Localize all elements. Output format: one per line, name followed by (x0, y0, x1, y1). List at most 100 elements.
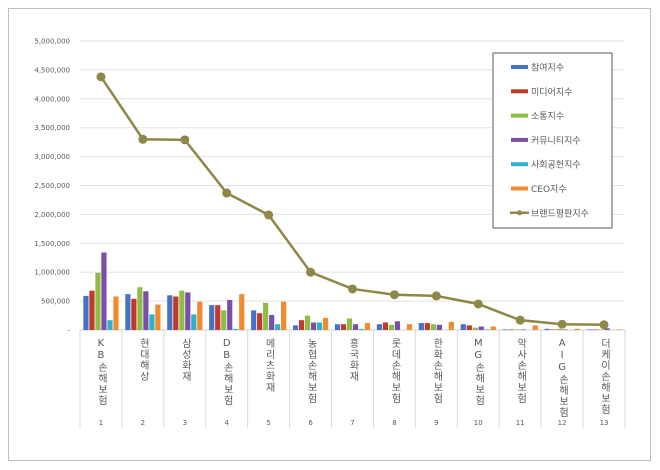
legend-swatch (511, 137, 528, 142)
legend-label: 참여지수 (531, 62, 564, 74)
legend-label: 브랜드평판지수 (531, 208, 589, 219)
bar-6 (406, 324, 413, 330)
bar-5 (233, 328, 239, 330)
bar-3 (179, 290, 185, 330)
bar-4 (604, 328, 610, 330)
bar-3 (514, 329, 520, 330)
bar-3 (346, 318, 353, 330)
legend-swatch (511, 113, 528, 118)
bar-5 (149, 314, 155, 330)
bar-5 (107, 320, 113, 330)
bar-4 (394, 321, 401, 330)
line-marker (306, 267, 316, 277)
rank-label: 7 (350, 419, 354, 427)
bar-1 (125, 294, 131, 330)
bar-2 (257, 313, 263, 330)
bar-4 (143, 291, 149, 330)
legend-swatch (511, 65, 528, 69)
line-marker (180, 135, 190, 145)
bar-5 (358, 328, 365, 330)
bar-1 (292, 325, 299, 330)
bar-3 (430, 324, 436, 330)
legend-label: 사회공헌지수 (531, 160, 581, 171)
y-tick-label: 3,000,000 (34, 153, 70, 161)
bar-6 (364, 323, 371, 330)
rank-label: 10 (474, 419, 483, 427)
bar-1 (502, 329, 508, 330)
bar-1 (251, 310, 257, 330)
bar-5 (316, 322, 323, 330)
rank-label: 2 (141, 419, 145, 427)
line-marker (96, 72, 106, 82)
bar-4 (352, 324, 359, 330)
bar-4 (269, 314, 275, 330)
bar-2 (424, 323, 430, 330)
bar-2 (508, 329, 514, 330)
y-tick-label: 2,500,000 (34, 182, 70, 190)
bar-3 (598, 329, 604, 330)
y-tick-label: 5,000,000 (34, 38, 70, 46)
bar-4 (478, 326, 484, 330)
bar-3 (304, 315, 311, 330)
bar-4 (310, 322, 317, 330)
bar-3 (472, 327, 478, 330)
category-label: 메리츠화재 (263, 338, 275, 393)
bar-2 (466, 325, 472, 330)
bar-4 (436, 324, 442, 330)
bar-1 (334, 324, 341, 330)
bar-1 (586, 329, 592, 330)
bar-1 (418, 323, 424, 330)
category-label: KB손해보험 (95, 338, 107, 406)
bar-4 (101, 252, 107, 330)
y-tick-label: 500,000 (41, 298, 70, 306)
line-marker (348, 284, 357, 294)
bar-1 (460, 324, 466, 330)
rank-label: 13 (600, 419, 609, 427)
rank-label: 4 (224, 419, 229, 427)
chart-frame (8, 8, 651, 461)
bar-3 (95, 272, 101, 330)
bar-6 (574, 328, 580, 330)
bar-6 (113, 296, 119, 330)
category-label: MG손해보험 (473, 338, 485, 406)
line-marker (431, 291, 441, 301)
line-marker (222, 188, 232, 198)
bar-3 (221, 310, 227, 330)
rank-label: 5 (266, 419, 270, 427)
bar-5 (484, 329, 490, 330)
bar-1 (376, 324, 383, 330)
bar-2 (340, 324, 347, 330)
bar-4 (185, 292, 191, 330)
category-label: 더케이손해보험 (599, 338, 611, 415)
bar-6 (490, 326, 496, 330)
bar-6 (532, 325, 538, 330)
category-label: 삼성화재 (179, 338, 191, 382)
bar-3 (263, 302, 269, 330)
bar-6 (448, 321, 454, 330)
bar-4 (520, 329, 526, 330)
bar-3 (388, 324, 395, 330)
category-label: 악사손해보험 (515, 338, 527, 404)
bar-6 (155, 304, 161, 330)
category-label: AIG손해보험 (557, 338, 569, 418)
bar-5 (275, 324, 281, 330)
category-label: 농협손해보험 (305, 338, 317, 404)
bar-2 (173, 296, 179, 330)
line-marker (138, 134, 148, 144)
rank-label: 3 (183, 419, 187, 427)
line-marker (473, 299, 483, 309)
legend-label: 미디어지수 (531, 87, 572, 98)
bar-2 (592, 329, 598, 330)
legend-marker (517, 210, 522, 216)
bar-2 (215, 305, 221, 330)
y-tick-label: 4,000,000 (34, 95, 70, 103)
line-marker (389, 290, 399, 300)
bar-6 (197, 301, 203, 330)
category-label: 흥국화재 (347, 337, 359, 382)
bar-1 (167, 295, 173, 330)
category-label: 롯데손해보험 (389, 338, 401, 404)
y-tick-label: 4,500,000 (34, 66, 70, 74)
y-tick-label: - (67, 327, 70, 335)
category-label: DB손해보험 (221, 338, 233, 406)
